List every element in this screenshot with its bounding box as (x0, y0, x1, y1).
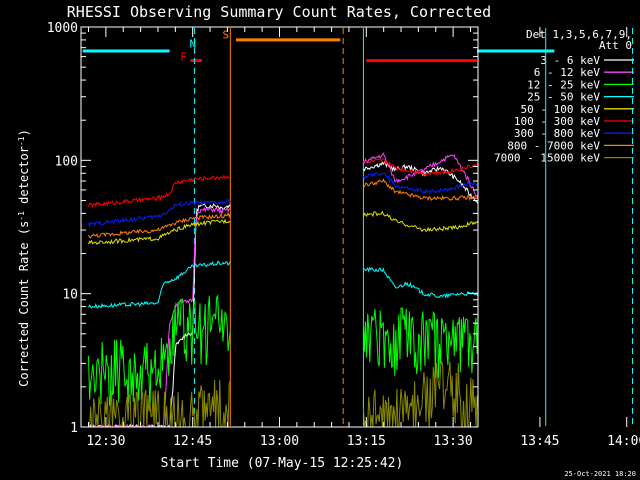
legend-entry-label: 7000 - 15000 keV (494, 152, 600, 165)
x-tick-label: 13:00 (260, 434, 299, 449)
y-axis-label-mid: detector (17, 146, 31, 211)
legend-entry-label: 800 - 7000 keV (507, 139, 600, 152)
legend-entry-label: 6 - 12 keV (534, 66, 601, 79)
legend-header-line: Det 1,3,5,6,7,9, (526, 28, 632, 41)
legend-entry-label: 3 - 6 keV (540, 54, 600, 67)
plot-frame (80, 26, 479, 428)
series-line-1 (88, 152, 478, 427)
y-axis-label-sup1: -1 (17, 211, 26, 221)
y-tick-label: 10 (62, 288, 78, 303)
legend-entry-label: 300 - 800 keV (514, 127, 600, 140)
y-axis-ticks: 1 10 100 1000 (47, 21, 478, 436)
x-tick-label: 13:45 (520, 434, 559, 449)
series-line-8 (88, 361, 478, 427)
legend-entry-label: 12 - 25 keV (527, 78, 600, 91)
series-line-4 (88, 210, 478, 246)
series-line-3 (88, 260, 478, 309)
chart-title: RHESSI Observing Summary Count Rates, Co… (67, 3, 491, 21)
y-tick-label: 1000 (47, 21, 78, 36)
y-axis-label-end: ) (17, 129, 31, 136)
series-line-6 (88, 172, 478, 228)
legend-entry-label: 25 - 50 keV (527, 91, 600, 104)
x-tick-label: 12:45 (173, 434, 212, 449)
legend-header-line: Att 0 (599, 39, 632, 52)
legend-entry-label: 50 - 100 keV (521, 103, 601, 116)
svg-text:Corrected Count Rate (s-1 dete: Corrected Count Rate (s-1 detector-1) (17, 129, 32, 387)
marker-letter-n: N (190, 38, 197, 51)
y-tick-label: 1 (70, 421, 78, 436)
marker-letter-f: F (180, 51, 187, 64)
marker-letter-s: S (223, 28, 230, 41)
y-tick-label: 100 (55, 154, 78, 169)
y-axis-label: Corrected Count Rate (s-1 detector-1) (17, 129, 32, 387)
legend-entry-label: 100 - 300 keV (514, 115, 600, 128)
y-axis-label-main: Corrected Count Rate (s (17, 221, 31, 387)
plot-annotations: FN S (82, 28, 634, 426)
y-axis-label-sup2: -1 (17, 136, 26, 146)
x-axis-ticks: 12:30 12:45 13:00 13:15 13:30 13:45 14:00 (86, 27, 640, 449)
series-line-5 (88, 158, 478, 209)
data-series (88, 152, 478, 427)
footer-stamp: 25-Oct-2021 18:20 (564, 470, 636, 478)
legend-header: Det 1,3,5,6,7,9,Att 0 (526, 28, 632, 52)
series-line-7 (88, 178, 478, 239)
x-tick-label: 14:00 (607, 434, 640, 449)
series-line-2 (88, 294, 478, 410)
x-tick-label: 13:30 (434, 434, 473, 449)
x-tick-label: 12:30 (86, 434, 125, 449)
x-axis-label: Start Time (07-May-15 12:25:42) (161, 456, 404, 471)
x-tick-label: 13:15 (347, 434, 386, 449)
